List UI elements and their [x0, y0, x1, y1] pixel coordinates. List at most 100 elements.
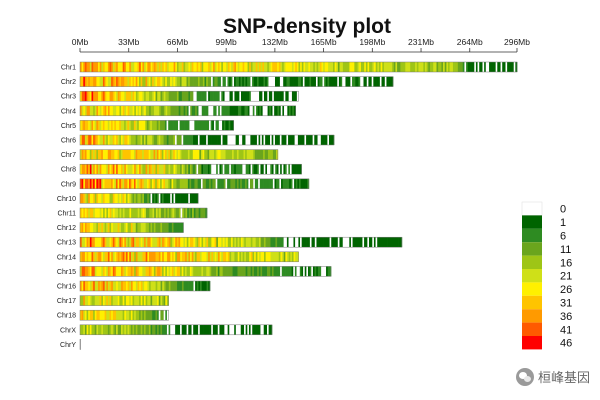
- density-bin: [145, 149, 148, 160]
- density-bin: [166, 76, 169, 87]
- density-bin: [119, 295, 122, 306]
- density-bin: [381, 76, 384, 87]
- density-bin: [239, 62, 242, 72]
- density-bin: [291, 76, 294, 87]
- density-bin: [142, 149, 145, 160]
- density-bin: [198, 324, 201, 335]
- density-bin: [114, 310, 117, 321]
- density-bin: [329, 62, 332, 72]
- density-bin: [122, 149, 125, 160]
- density-bin: [214, 62, 217, 72]
- density-bin: [249, 91, 252, 102]
- density-bin: [224, 251, 227, 262]
- density-bin: [117, 164, 120, 175]
- density-bin: [147, 324, 150, 335]
- density-bin: [322, 135, 325, 145]
- density-bin: [289, 266, 292, 277]
- density-bin: [290, 251, 293, 262]
- density-bin: [267, 237, 270, 248]
- density-bin: [200, 178, 203, 189]
- density-bin: [154, 208, 157, 218]
- density-bin: [214, 76, 217, 87]
- density-bin: [426, 62, 429, 72]
- chromosome-label: ChrY: [60, 342, 76, 349]
- density-bin: [152, 135, 155, 145]
- density-bin: [270, 62, 273, 72]
- density-bin: [229, 135, 232, 145]
- density-bin: [89, 178, 92, 189]
- density-bin: [94, 62, 97, 72]
- density-bin: [116, 208, 119, 218]
- density-bin: [135, 76, 138, 87]
- density-bin: [93, 164, 96, 175]
- density-bin: [329, 76, 332, 87]
- density-bin: [206, 237, 209, 248]
- density-bin: [195, 281, 198, 291]
- density-bin: [114, 208, 117, 218]
- density-bin: [129, 295, 132, 306]
- density-bin: [434, 62, 437, 72]
- density-bin: [257, 237, 260, 248]
- density-bin: [135, 266, 138, 277]
- density-bin: [93, 295, 96, 306]
- density-bin: [321, 266, 324, 277]
- density-bin: [288, 237, 291, 248]
- density-bin: [168, 281, 171, 291]
- density-bin: [170, 164, 173, 175]
- density-bin: [347, 62, 350, 72]
- density-bin: [240, 178, 243, 189]
- density-bin: [107, 310, 110, 321]
- density-bin: [127, 281, 130, 291]
- density-bin: [99, 164, 102, 175]
- density-bin: [209, 164, 212, 175]
- density-bin: [384, 76, 387, 87]
- density-bin: [138, 120, 141, 131]
- density-bin: [175, 164, 178, 175]
- density-bin: [181, 237, 184, 248]
- density-bin: [185, 62, 188, 72]
- density-bin: [168, 178, 171, 189]
- density-bin: [116, 105, 119, 116]
- density-bin: [214, 135, 217, 145]
- density-bin: [176, 164, 179, 175]
- density-bin: [212, 76, 215, 87]
- density-bin: [296, 135, 299, 145]
- density-bin: [291, 266, 294, 277]
- density-bin: [173, 193, 176, 204]
- density-bin: [176, 178, 179, 189]
- density-bin: [198, 105, 201, 116]
- density-bin: [423, 62, 426, 72]
- density-bin: [213, 251, 216, 262]
- density-bin: [319, 237, 322, 248]
- density-bin: [111, 135, 114, 145]
- density-bin: [293, 164, 296, 175]
- density-bin: [214, 91, 217, 102]
- density-bin: [147, 222, 150, 233]
- chromosome-outline: [79, 149, 279, 160]
- density-bin: [171, 135, 174, 145]
- density-bin: [191, 62, 194, 72]
- density-bin: [164, 178, 167, 189]
- density-bin: [107, 62, 110, 72]
- density-bin: [293, 237, 296, 248]
- density-bin: [253, 266, 256, 277]
- density-bin: [152, 222, 155, 233]
- density-bin: [176, 135, 179, 145]
- density-bin: [283, 62, 286, 72]
- density-bin: [129, 149, 132, 160]
- density-bin: [122, 208, 125, 218]
- density-bin: [137, 193, 140, 204]
- density-bin: [262, 266, 265, 277]
- density-bin: [102, 149, 105, 160]
- x-tick-label: 165Mb: [311, 37, 337, 47]
- density-bin: [127, 193, 130, 204]
- density-bin: [121, 310, 124, 321]
- density-bin: [278, 266, 281, 277]
- density-bin: [88, 222, 91, 233]
- density-bin: [253, 149, 256, 160]
- density-bin: [147, 208, 150, 218]
- density-bin: [81, 237, 84, 248]
- density-bin: [191, 324, 194, 335]
- density-bin: [124, 62, 127, 72]
- density-bin: [168, 251, 171, 262]
